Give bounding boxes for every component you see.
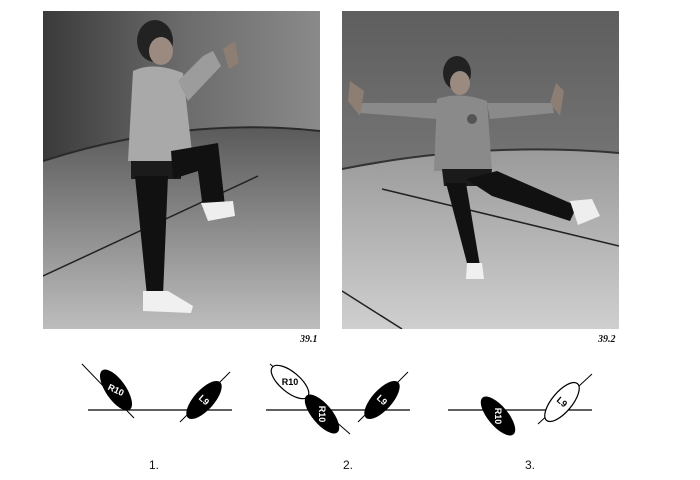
photo-39-1 bbox=[43, 11, 320, 329]
left-foot: L9 bbox=[186, 380, 222, 420]
svg-text:R10: R10 bbox=[317, 406, 327, 423]
left-foot: L9 bbox=[364, 380, 400, 420]
photo-caption: 39.1 bbox=[300, 334, 318, 345]
svg-text:R10: R10 bbox=[493, 408, 503, 425]
footwork-diagram-1: R10 L9 bbox=[81, 352, 262, 437]
svg-text:R10: R10 bbox=[282, 377, 299, 387]
right-foot: R10 bbox=[99, 369, 133, 411]
right-foot: R10 bbox=[304, 394, 340, 434]
step-number: 1. bbox=[149, 458, 160, 472]
step-number: 2. bbox=[343, 458, 354, 472]
step-number: 3. bbox=[525, 458, 536, 472]
footwork-diagram-2: R10 R10 L9 bbox=[260, 352, 440, 437]
photo-39-2 bbox=[342, 11, 619, 329]
left-foot-outline: L9 bbox=[544, 381, 580, 423]
right-foot: R10 bbox=[480, 396, 516, 436]
footwork-diagram-3: R10 L9 bbox=[442, 352, 622, 437]
photo-caption: 39.2 bbox=[598, 334, 616, 345]
